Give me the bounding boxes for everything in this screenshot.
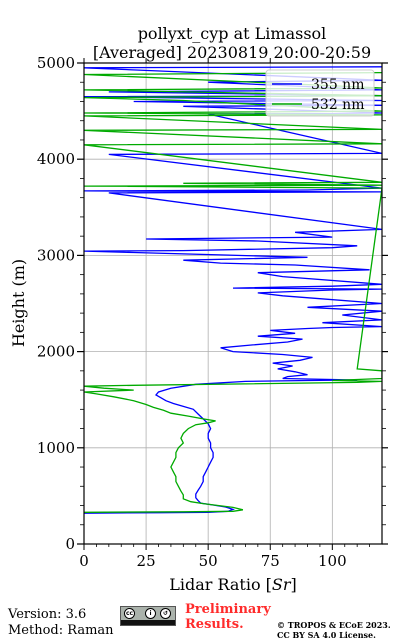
preliminary-line1: Preliminary [185,602,271,617]
y-tick-label: 2000 [37,343,75,361]
series-lines [84,66,382,514]
version-info: Version: 3.6 Method: Raman [8,607,114,639]
method-text: Method: Raman [8,623,114,638]
y-tick-label: 3000 [37,246,75,264]
y-tick-label: 0 [65,535,75,553]
y-tick-label: 1000 [37,439,75,457]
lidar-ratio-chart: pollyxt_cyp at Limassol [Averaged] 20230… [9,24,388,594]
y-tick-label: 4000 [37,150,75,168]
x-tick-label: 50 [199,552,218,570]
preliminary-notice: Preliminary Results. [185,602,271,632]
x-axis-label: Lidar Ratio [Sr] [169,575,297,594]
series-line-355-nm [84,66,382,514]
legend-label: 355 nm [311,77,364,93]
y-tick-label: 5000 [37,54,75,72]
sa-icon: ↺ [160,608,171,619]
copyright-notice: © TROPOS & ECoE 2023. CC BY SA 4.0 Licen… [277,620,391,640]
by-icon: i [145,608,156,619]
x-tick-label: 75 [261,552,280,570]
chart-title: pollyxt_cyp at Limassol [138,24,327,43]
preliminary-line2: Results. [185,617,244,632]
cc-icon: cc [124,608,135,619]
grid-lines [83,62,382,545]
copyright-line1: © TROPOS & ECoE 2023. [277,620,391,630]
cc-license-badge: cc i ↺ [120,606,176,626]
version-text: Version: 3.6 [8,607,87,622]
series-line-532-nm [84,71,382,513]
chart-subtitle: [Averaged] 20230819 20:00-20:59 [93,43,371,62]
x-tick-label: 25 [137,552,156,570]
x-tick-label: 0 [79,552,89,570]
legend: 355 nm 532 nm [265,69,375,117]
license-line: CC BY SA 4.0 License. [277,630,376,640]
x-tick-label: 100 [318,552,347,570]
y-axis-label: Height (m) [9,259,28,347]
plot-frame [83,62,383,545]
legend-label: 532 nm [311,97,364,113]
